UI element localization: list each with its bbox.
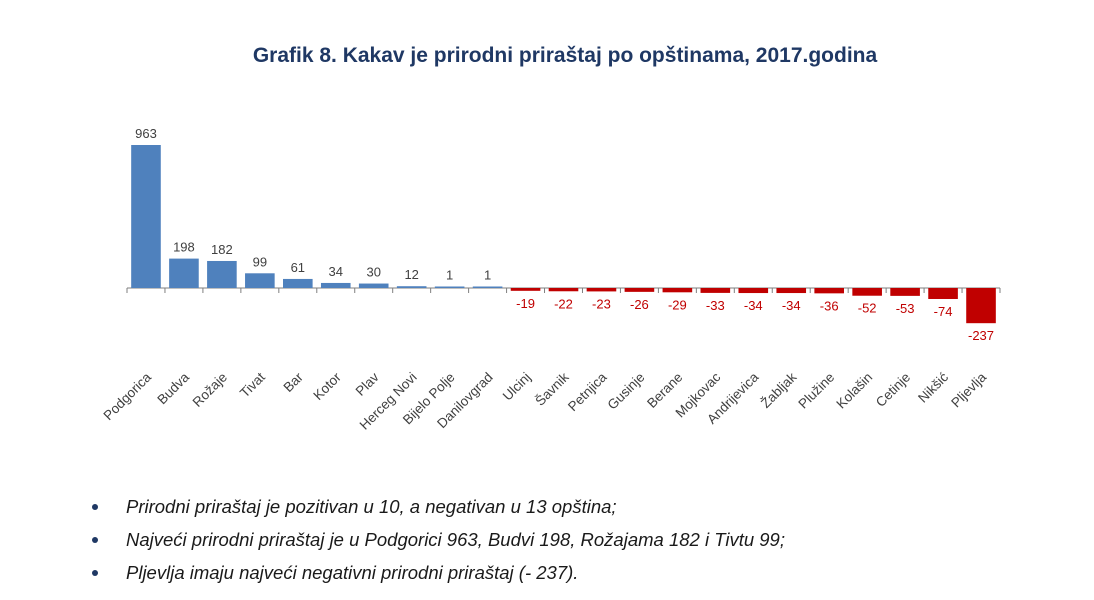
- data-label: 12: [404, 267, 418, 282]
- bar: [738, 288, 769, 294]
- data-label: 1: [446, 268, 453, 283]
- bar: [245, 273, 275, 288]
- bar: [131, 145, 161, 288]
- x-tick-label: Gusinje: [605, 370, 648, 413]
- bar: [472, 286, 503, 288]
- x-tick-label: Nikšić: [915, 369, 951, 405]
- x-tick-label: Ulcinj: [500, 370, 534, 404]
- x-tick-label: Plav: [353, 369, 382, 398]
- chart-title: Grafik 8. Kakav je prirodni priraštaj po…: [252, 44, 878, 67]
- bar-chart: 963 Podgorica 198 Budva 182 Rožaje 99 Tivat 61 Ba…: [101, 126, 1001, 433]
- data-label: -53: [896, 301, 915, 316]
- bullet-icon: [92, 504, 98, 510]
- data-label: -22: [554, 296, 573, 311]
- x-tick-label: Rožaje: [190, 370, 230, 410]
- bullet-icon: [92, 570, 98, 576]
- x-tick-label: Kolašin: [833, 370, 875, 412]
- data-label: -36: [820, 298, 839, 313]
- bar: [700, 288, 731, 293]
- data-label: -29: [668, 297, 687, 312]
- data-label: -23: [592, 296, 611, 311]
- summary-item: Prirodni priraštaj je pozitivan u 10, a …: [92, 494, 785, 527]
- x-tick-label: Kotor: [310, 369, 344, 403]
- x-tick-label: Žabljak: [758, 369, 800, 411]
- x-tick-label: Budva: [154, 369, 192, 407]
- bar: [283, 278, 313, 288]
- x-tick-label: Plužine: [795, 370, 837, 412]
- bar: [358, 283, 389, 288]
- data-label: -237: [968, 328, 994, 343]
- summary-item: Pljevlja imaju najveći negativni prirodn…: [92, 560, 785, 593]
- data-label: -34: [782, 298, 801, 313]
- bar: [169, 258, 199, 288]
- data-label: -19: [516, 296, 535, 311]
- bar: [434, 286, 465, 288]
- bullet-icon: [92, 537, 98, 543]
- bar: [852, 288, 882, 296]
- x-tick-label: Podgorica: [101, 369, 155, 423]
- bar: [510, 288, 541, 291]
- x-tick-label: Tivat: [237, 369, 268, 400]
- data-label: 198: [173, 240, 195, 255]
- x-tick-label: Bar: [280, 369, 306, 395]
- bar: [207, 260, 237, 288]
- bar: [890, 288, 920, 296]
- bar: [966, 288, 996, 324]
- summary-list: Prirodni priraštaj je pozitivan u 10, a …: [92, 494, 785, 593]
- data-label: 61: [291, 260, 305, 275]
- data-label: 963: [135, 126, 157, 141]
- data-label: -74: [934, 304, 953, 319]
- bar: [320, 282, 351, 288]
- summary-item: Najveći prirodni priraštaj je u Podgoric…: [92, 527, 785, 560]
- data-label: -26: [630, 297, 649, 312]
- bar: [662, 288, 693, 293]
- bar: [396, 286, 427, 288]
- bar: [814, 288, 844, 294]
- data-label: 34: [329, 264, 343, 279]
- x-tick-label: Petnjica: [565, 369, 610, 414]
- bar: [586, 288, 617, 292]
- data-label: -34: [744, 298, 763, 313]
- x-tick-label: Pljevlja: [948, 369, 989, 410]
- data-label: 182: [211, 242, 233, 257]
- data-label: 99: [253, 254, 267, 269]
- data-label: 30: [366, 265, 380, 280]
- bar: [624, 288, 655, 292]
- bar: [548, 288, 579, 292]
- x-tick-label: Cetinje: [873, 370, 913, 410]
- data-label: 1: [484, 268, 491, 283]
- bar: [776, 288, 807, 294]
- bar: [928, 288, 958, 299]
- data-label: -52: [858, 301, 877, 316]
- data-label: -33: [706, 298, 725, 313]
